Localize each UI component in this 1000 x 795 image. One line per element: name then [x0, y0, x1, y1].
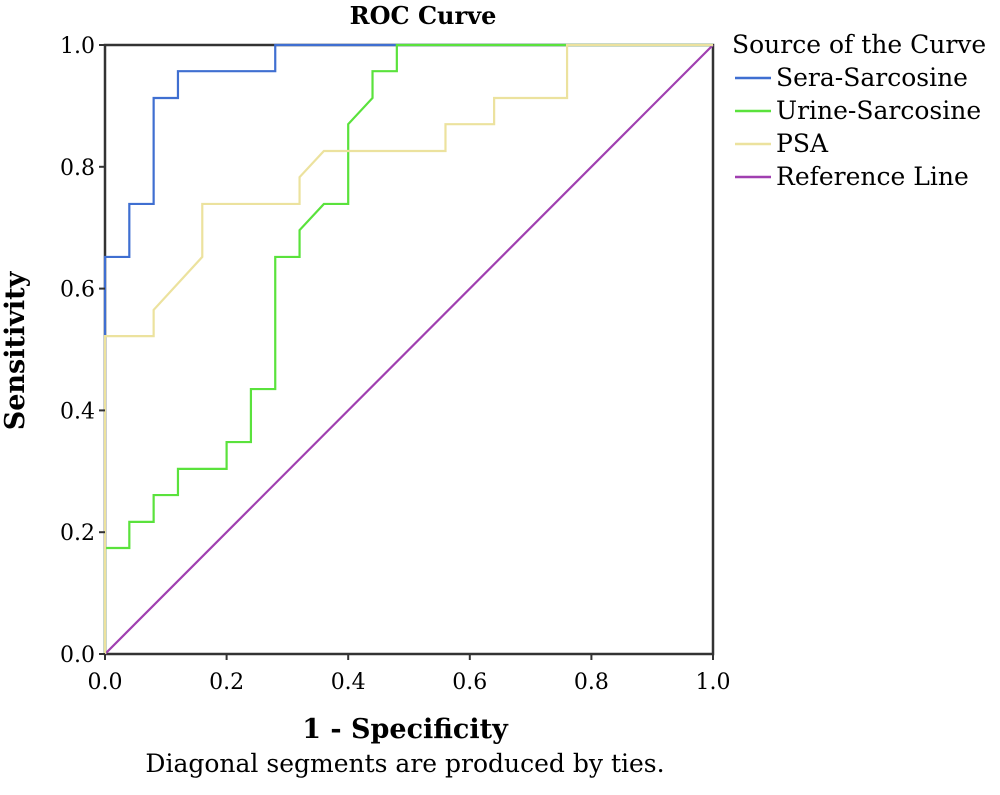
y-tick-label: 0.8	[60, 156, 95, 181]
x-axis-ticks: 0.0 0.2 0.4 0.6 0.8 1.0	[88, 654, 731, 695]
series-line-sera-sarcosine	[103, 43, 713, 654]
legend-label-psa: PSA	[776, 129, 829, 158]
series-line-psa	[103, 43, 713, 654]
plot-area	[103, 43, 715, 656]
y-tick-label: 0.6	[60, 278, 95, 303]
y-axis-ticks: 0.0 0.2 0.4 0.6 0.8 1.0	[60, 34, 105, 668]
series-line-urine-sarcosine	[103, 43, 713, 654]
series-line-reference-line	[104, 44, 714, 655]
x-tick-label: 0.2	[209, 670, 244, 695]
y-tick-label: 0.4	[60, 399, 95, 424]
legend: Source of the Curve Sera-Sarcosine Urine-…	[732, 30, 986, 191]
legend-entries: Sera-Sarcosine Urine-Sarcosine PSA Referenc…	[735, 63, 981, 191]
legend-label-sera-sarcosine: Sera-Sarcosine	[776, 63, 968, 92]
y-tick-label: 0.2	[60, 521, 95, 546]
legend-label-reference-line: Reference Line	[776, 162, 969, 191]
chart-title: ROC Curve	[350, 1, 497, 30]
x-tick-label: 0.4	[331, 670, 366, 695]
x-axis-label: 1 - Specificity	[302, 714, 509, 745]
y-tick-label: 0.0	[60, 643, 95, 668]
legend-title: Source of the Curve	[732, 30, 986, 59]
y-tick-label: 1.0	[60, 34, 95, 59]
legend-label-urine-sarcosine: Urine-Sarcosine	[776, 96, 981, 125]
x-tick-label: 0.8	[574, 670, 609, 695]
x-tick-label: 0.6	[452, 670, 487, 695]
series-layer	[103, 43, 714, 655]
footnote: Diagonal segments are produced by ties.	[145, 749, 664, 778]
y-axis-label: Sensitivity	[0, 270, 31, 430]
x-tick-label: 0.0	[88, 670, 123, 695]
x-tick-label: 1.0	[696, 670, 731, 695]
